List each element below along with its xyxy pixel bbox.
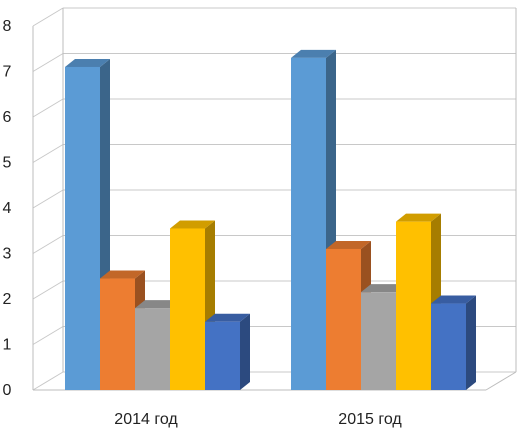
bar xyxy=(170,220,215,390)
y-tick-label: 1 xyxy=(3,337,12,354)
bars xyxy=(65,49,476,390)
y-tick-label: 0 xyxy=(3,382,12,399)
floor-right-edge xyxy=(485,371,517,391)
y-tick-label: 2 xyxy=(3,291,12,308)
y-tick-label: 3 xyxy=(3,246,12,263)
category-label: 2014 год xyxy=(114,411,178,428)
category-label: 2015 год xyxy=(338,411,402,428)
gridline-side xyxy=(32,189,64,209)
y-tick-label: 5 xyxy=(3,155,12,172)
y-tick-label: 6 xyxy=(3,109,12,126)
y-tick-label: 7 xyxy=(3,64,12,81)
bar xyxy=(205,313,250,390)
gridline-side xyxy=(32,326,64,345)
gridline-side xyxy=(32,53,64,72)
y-tick-label: 4 xyxy=(3,200,12,217)
y-tick-label: 8 xyxy=(3,18,12,35)
x-axis-labels: 2014 год 2015 год xyxy=(114,411,402,428)
gridline-side xyxy=(32,280,64,300)
bar xyxy=(431,295,476,390)
y-axis-ticks: 0 1 2 3 4 5 6 7 8 xyxy=(3,18,12,399)
gridline-side xyxy=(32,7,64,27)
gridline-side xyxy=(32,98,64,118)
gridline-side xyxy=(32,371,64,391)
gridline-side xyxy=(32,144,64,163)
gridline-side xyxy=(32,235,64,254)
